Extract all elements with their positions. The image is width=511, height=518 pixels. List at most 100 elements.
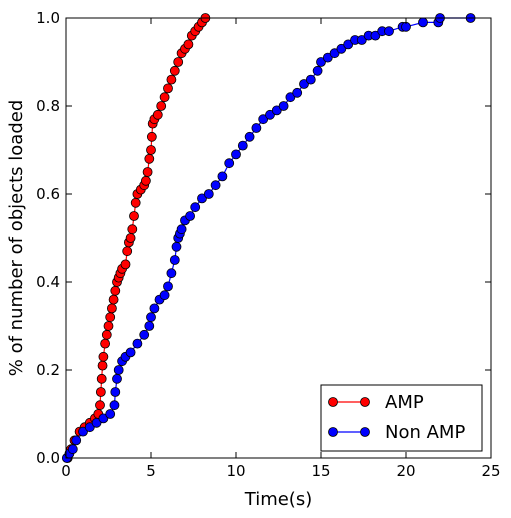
data-point-non-amp [71,435,82,446]
x-tick-label: 20 [396,462,415,480]
data-point-non-amp [132,338,143,349]
y-tick-label: 1.0 [36,9,60,27]
data-point-non-amp [146,312,156,323]
y-tick-label: 0.8 [36,97,60,115]
series-amp [62,13,211,463]
data-point-non-amp [144,321,155,331]
data-point-non-amp [163,281,173,292]
data-point-amp [166,74,177,85]
data-point-non-amp [370,30,381,41]
data-point-non-amp [258,114,269,125]
data-point-non-amp [231,149,241,160]
data-point-amp [107,303,117,314]
data-point-amp [140,175,151,186]
data-point-non-amp [113,365,124,375]
data-point-amp [120,259,131,270]
legend-box [320,384,483,452]
data-point-non-amp [251,123,262,133]
data-point-non-amp [169,255,180,265]
plot-frame [65,17,492,459]
data-point-amp [144,153,155,164]
series-non-amp [61,13,476,463]
data-point-amp [97,360,108,371]
data-point-amp [152,109,163,120]
legend-nonamp-marker-2 [360,427,370,437]
data-point-non-amp [312,65,323,76]
data-point-non-amp [384,26,394,37]
data-point-amp [105,312,116,323]
data-point-non-amp [336,43,347,54]
x-axis-label: Time(s) [244,489,312,510]
data-point-non-amp [78,426,88,437]
y-tick-label: 0.6 [36,185,60,203]
data-point-non-amp [271,105,282,116]
data-point-non-amp [418,17,428,28]
data-point-non-amp [185,211,196,221]
data-point-amp [159,92,170,103]
y-tick-label: 0.0 [36,449,60,467]
y-axis-label: % of number of objects loaded [6,100,27,376]
data-point-non-amp [112,373,122,384]
data-point-non-amp [285,92,296,103]
data-point-non-amp [149,303,160,314]
legend-amp-marker-2 [360,397,370,407]
data-point-non-amp [110,387,121,397]
data-point-non-amp [278,101,289,111]
data-point-non-amp [91,417,102,428]
data-point-non-amp [98,413,109,424]
data-point-non-amp [299,79,309,89]
data-point-non-amp [343,39,354,50]
data-point-non-amp [159,290,170,301]
data-point-non-amp [190,202,201,213]
data-point-amp [130,197,141,208]
y-tick-label: 0.2 [36,361,60,379]
data-point-non-amp [322,52,333,63]
data-point-amp [129,211,139,221]
legend-nonamp-label: Non AMP [385,422,465,443]
data-point-amp [127,224,138,235]
series-layer [61,13,476,463]
x-tick-label: 25 [481,462,500,480]
x-tick-label: 10 [226,462,245,480]
data-point-amp [156,101,167,111]
data-point-non-amp [197,193,207,204]
data-point-non-amp [265,109,275,120]
data-point-amp [110,285,121,296]
data-point-non-amp [84,422,95,433]
x-tick-label: 5 [146,462,156,480]
ticks-layer: 0 5 10 15 20 25 0.0 0.2 0.4 0.6 0.8 1.0 [36,9,500,480]
x-tick-label: 0 [61,462,71,480]
legend: AMP Non AMP [320,384,483,452]
y-tick-label: 0.4 [36,273,60,291]
data-point-amp [146,145,156,155]
data-point-non-amp [176,224,187,235]
data-point-non-amp [217,171,228,182]
data-point-amp [146,131,157,142]
data-point-non-amp [203,189,214,199]
legend-amp-marker [328,397,338,407]
data-point-amp [96,373,107,384]
data-point-amp [183,39,194,50]
data-point-non-amp [292,87,303,98]
data-point-amp [108,294,119,305]
data-point-non-amp [316,57,326,67]
data-point-amp [103,321,114,331]
data-point-non-amp [125,347,136,358]
data-point-amp [142,167,153,177]
data-point-non-amp [105,409,116,419]
data-point-non-amp [166,268,177,279]
data-point-non-amp [237,140,248,151]
data-point-non-amp [171,241,182,252]
data-point-amp [101,329,112,340]
data-point-amp [98,351,109,362]
data-point-non-amp [109,400,120,411]
legend-nonamp-marker [328,427,338,437]
data-point-non-amp [356,35,367,45]
data-point-amp [173,57,184,67]
legend-amp-label: AMP [385,392,424,413]
x-tick-label: 15 [311,462,330,480]
data-point-amp [95,387,106,397]
data-point-amp [122,246,133,257]
data-point-amp [163,83,173,94]
